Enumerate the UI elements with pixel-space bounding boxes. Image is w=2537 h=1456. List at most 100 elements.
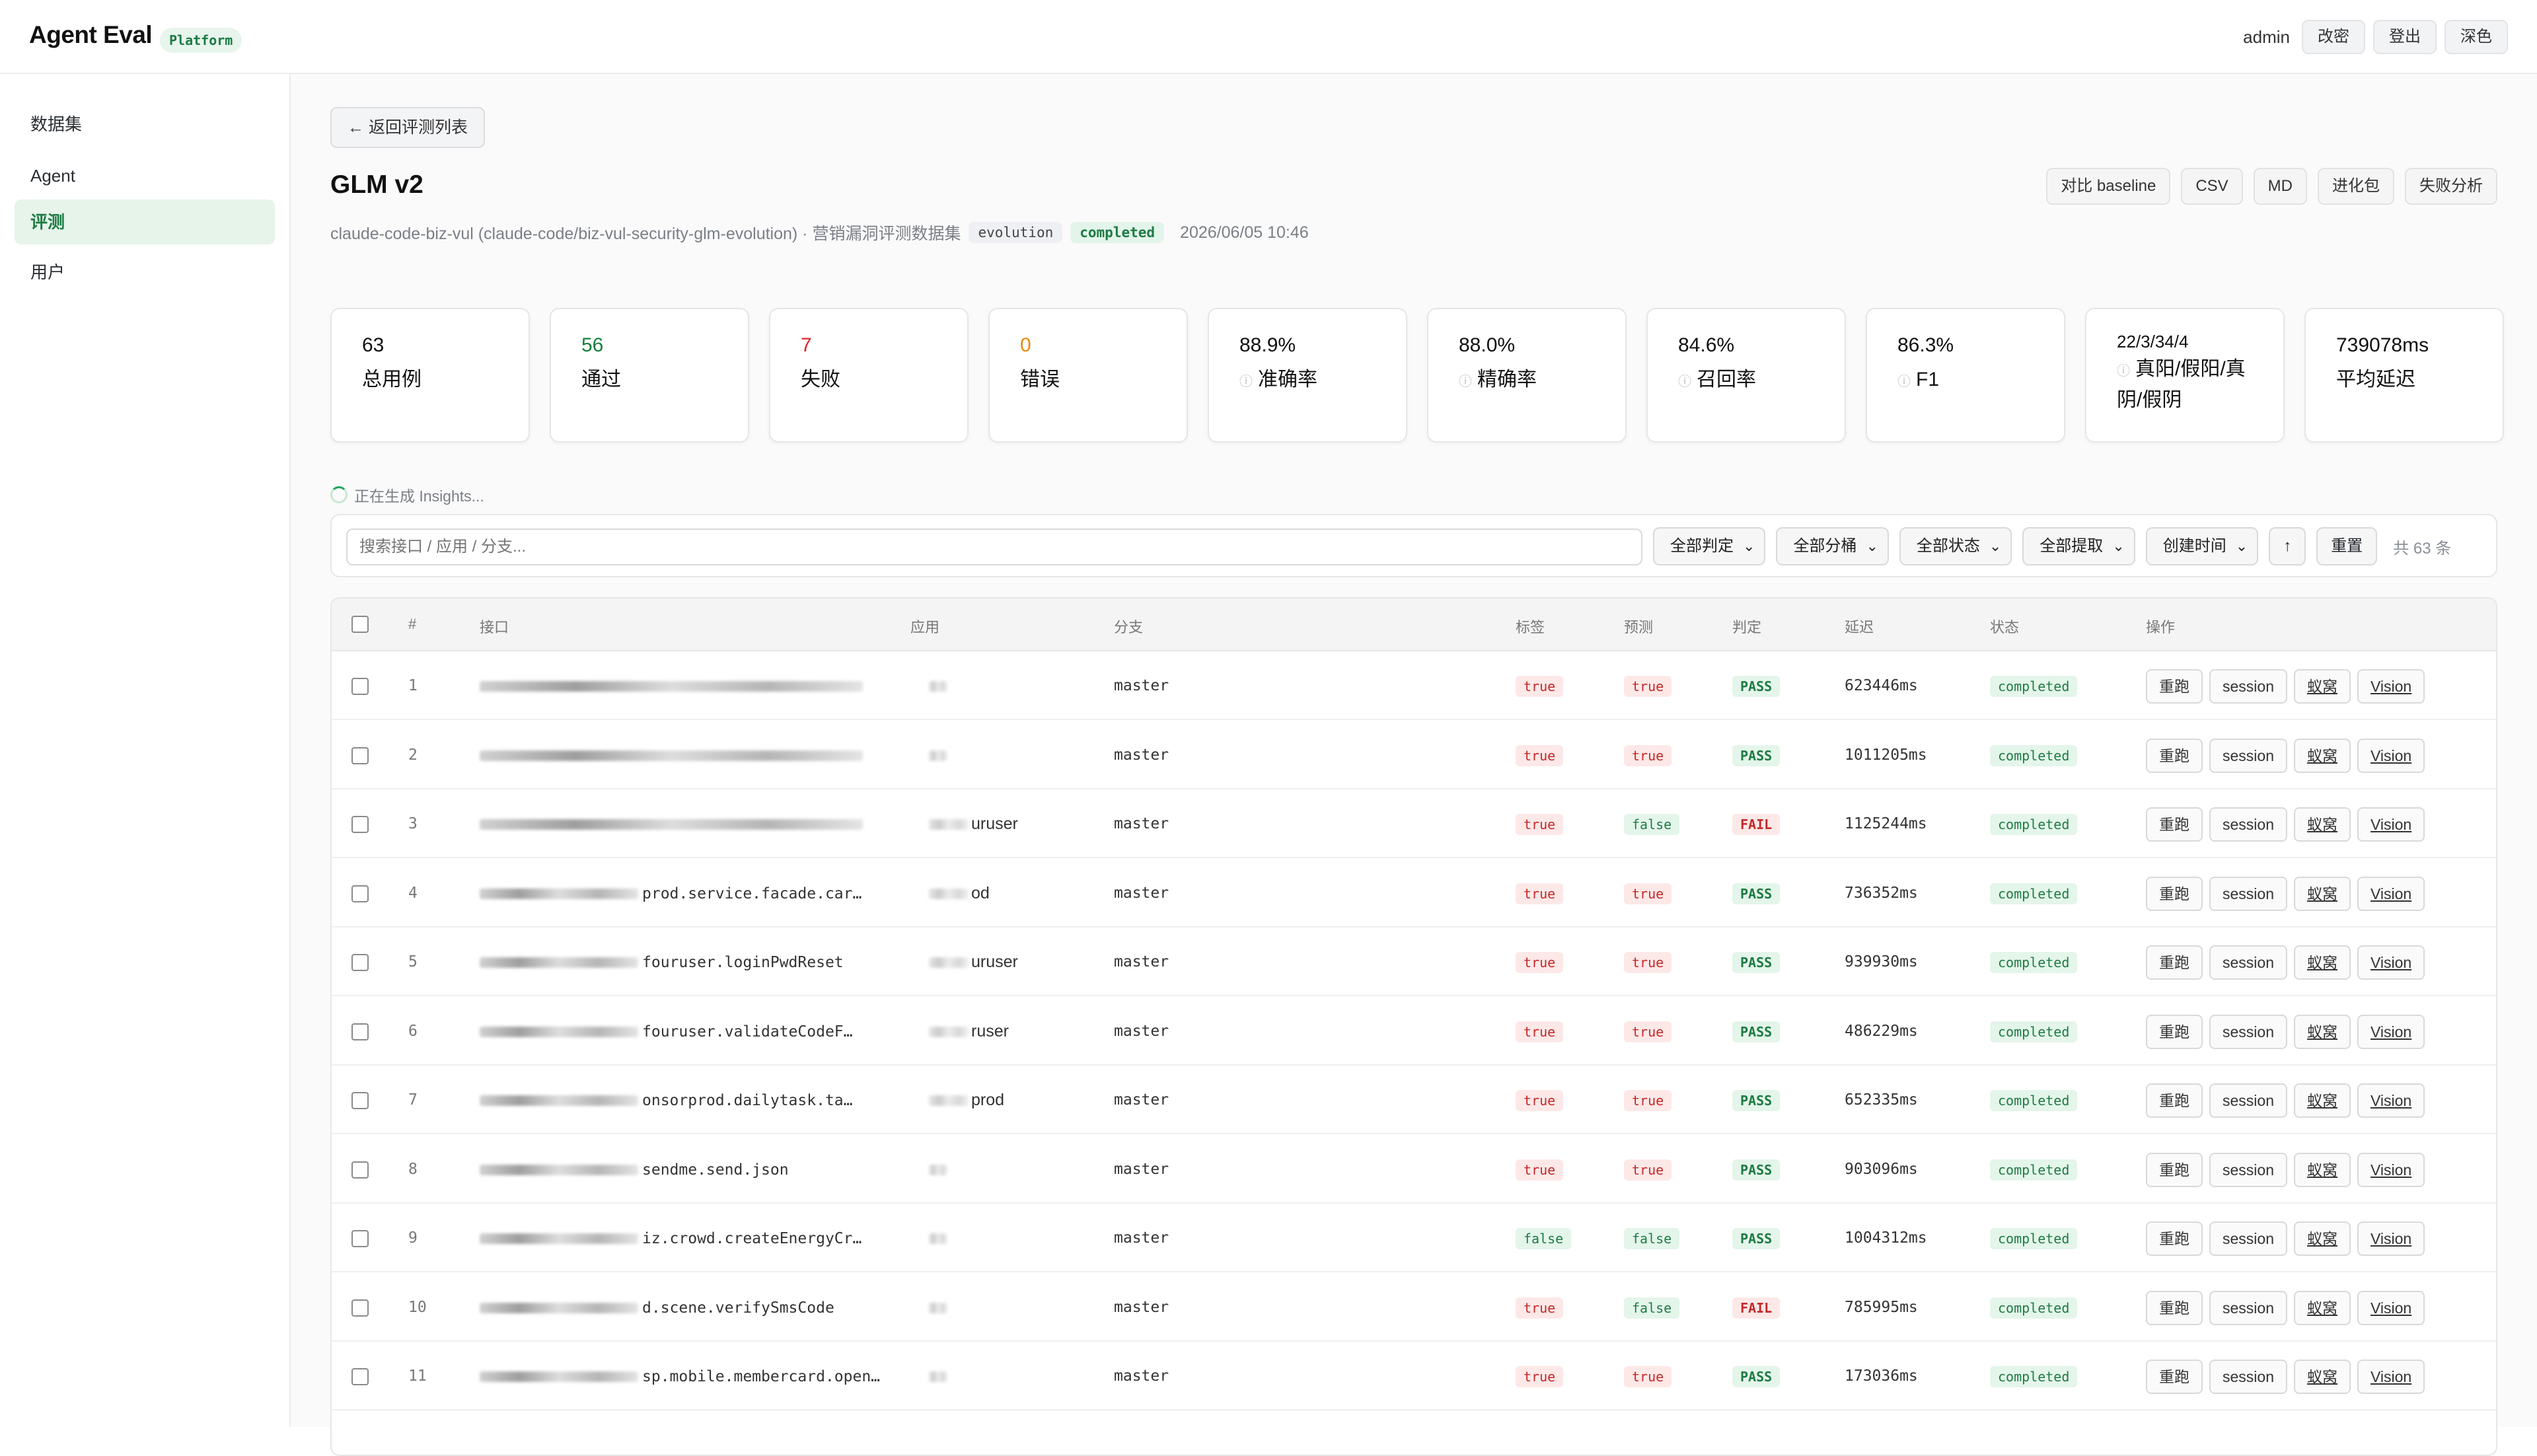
reset-filters-button[interactable]: 重置 xyxy=(2316,527,2378,565)
vision-link[interactable]: Vision xyxy=(2357,1014,2425,1049)
export-md-button[interactable]: MD xyxy=(2253,168,2307,205)
rerun-button[interactable]: 重跑 xyxy=(2146,738,2203,773)
table-row[interactable]: 4 prod.service.facade.car… od master true tru… xyxy=(332,859,2496,928)
sidebar-item-agent[interactable]: Agent xyxy=(30,166,75,186)
vision-link[interactable]: Vision xyxy=(2357,738,2425,773)
verdict-badge: PASS xyxy=(1732,745,1781,766)
sidebar-item-evaluation[interactable]: 评测 xyxy=(15,200,275,244)
table-row[interactable]: 2 master true true PASS 1011205ms completed 重跑 s… xyxy=(332,721,2496,789)
rerun-button[interactable]: 重跑 xyxy=(2146,876,2203,911)
prediction-badge: true xyxy=(1624,1090,1672,1112)
info-icon[interactable]: ⓘ xyxy=(1239,375,1253,389)
status-cell: completed xyxy=(1990,928,2078,996)
bucket-filter-select[interactable]: 全部分桶 ⌄ xyxy=(1776,527,1889,565)
sort-direction-button[interactable]: ↑ xyxy=(2269,527,2306,565)
extract-filter-select[interactable]: 全部提取 ⌄ xyxy=(2022,527,2135,565)
yiwo-link[interactable]: 蚁窝 xyxy=(2293,1152,2351,1187)
table-row[interactable]: 3 uruser master true false FAIL 1125244ms compl… xyxy=(332,789,2496,858)
row-checkbox[interactable] xyxy=(351,1023,369,1040)
vision-link[interactable]: Vision xyxy=(2357,1083,2425,1118)
yiwo-link[interactable]: 蚁窝 xyxy=(2293,807,2351,842)
info-icon[interactable]: ⓘ xyxy=(1897,375,1911,389)
verdict-filter-select[interactable]: 全部判定 ⌄ xyxy=(1653,527,1766,565)
sidebar-item-users[interactable]: 用户 xyxy=(30,262,65,282)
row-checkbox[interactable] xyxy=(351,1092,369,1109)
row-checkbox[interactable] xyxy=(351,816,369,833)
session-button[interactable]: session xyxy=(2209,669,2287,704)
back-to-list-button[interactable]: ← 返回评测列表 xyxy=(330,107,485,148)
app-name: ruser xyxy=(971,1021,1009,1040)
compare-baseline-button[interactable]: 对比 baseline xyxy=(2046,168,2171,205)
vision-link[interactable]: Vision xyxy=(2357,669,2425,704)
session-button[interactable]: session xyxy=(2209,876,2287,911)
select-all-checkbox[interactable] xyxy=(351,616,369,633)
row-checkbox[interactable] xyxy=(351,678,369,695)
vision-link[interactable]: Vision xyxy=(2357,945,2425,980)
session-button[interactable]: session xyxy=(2209,1152,2287,1187)
vision-link[interactable]: Vision xyxy=(2357,876,2425,911)
rerun-button[interactable]: 重跑 xyxy=(2146,1014,2203,1049)
row-checkbox[interactable] xyxy=(351,954,369,971)
status-filter-select[interactable]: 全部状态 ⌄ xyxy=(1899,527,2012,565)
session-button[interactable]: session xyxy=(2209,738,2287,773)
change-password-button[interactable]: 改密 xyxy=(2302,20,2365,54)
rerun-button[interactable]: 重跑 xyxy=(2146,1290,2203,1325)
session-button[interactable]: session xyxy=(2209,1221,2287,1256)
row-checkbox[interactable] xyxy=(351,885,369,902)
table-row[interactable]: 9 iz.crowd.createEnergyCr… master false fals… xyxy=(332,1204,2496,1272)
info-icon[interactable]: ⓘ xyxy=(1459,375,1472,389)
yiwo-link[interactable]: 蚁窝 xyxy=(2293,945,2351,980)
yiwo-link[interactable]: 蚁窝 xyxy=(2293,1014,2351,1049)
yiwo-link[interactable]: 蚁窝 xyxy=(2293,1290,2351,1325)
rerun-button[interactable]: 重跑 xyxy=(2146,1152,2203,1187)
sort-field-select[interactable]: 创建时间 ⌄ xyxy=(2145,527,2259,565)
yiwo-link[interactable]: 蚁窝 xyxy=(2293,1083,2351,1118)
row-checkbox[interactable] xyxy=(351,746,369,764)
rerun-button[interactable]: 重跑 xyxy=(2146,807,2203,842)
yiwo-link[interactable]: 蚁窝 xyxy=(2293,876,2351,911)
rerun-button[interactable]: 重跑 xyxy=(2146,945,2203,980)
vision-link[interactable]: Vision xyxy=(2357,1290,2425,1325)
session-button[interactable]: session xyxy=(2209,807,2287,842)
search-input[interactable] xyxy=(346,528,1642,565)
info-icon[interactable]: ⓘ xyxy=(2117,364,2130,379)
logout-button[interactable]: 登出 xyxy=(2373,20,2437,54)
session-button[interactable]: session xyxy=(2209,1360,2287,1395)
rerun-button[interactable]: 重跑 xyxy=(2146,1083,2203,1118)
app-cell: prod xyxy=(929,1066,1061,1134)
sidebar-item-datasets[interactable]: 数据集 xyxy=(30,114,83,134)
session-button[interactable]: session xyxy=(2209,1083,2287,1118)
row-checkbox[interactable] xyxy=(351,1299,369,1317)
rerun-button[interactable]: 重跑 xyxy=(2146,1221,2203,1256)
table-row[interactable]: 11 sp.mobile.membercard.open… master true tr… xyxy=(332,1342,2496,1410)
export-csv-button[interactable]: CSV xyxy=(2181,168,2243,205)
label-cell: true xyxy=(1516,1273,1564,1342)
vision-link[interactable]: Vision xyxy=(2357,1152,2425,1187)
table-row[interactable]: 6 fouruser.validateCodeF… ruser master true t… xyxy=(332,997,2496,1066)
yiwo-link[interactable]: 蚁窝 xyxy=(2293,1360,2351,1395)
table-row[interactable]: 1 master true true PASS 623446ms completed 重跑 se… xyxy=(332,651,2496,720)
row-checkbox[interactable] xyxy=(351,1368,369,1385)
evolution-pack-button[interactable]: 进化包 xyxy=(2318,168,2394,205)
info-icon[interactable]: ⓘ xyxy=(1678,375,1691,389)
yiwo-link[interactable]: 蚁窝 xyxy=(2293,669,2351,704)
session-button[interactable]: session xyxy=(2209,1014,2287,1049)
table-row[interactable]: 8 sendme.send.json master true true PASS 90309… xyxy=(332,1135,2496,1204)
vision-link[interactable]: Vision xyxy=(2357,1221,2425,1256)
rerun-button[interactable]: 重跑 xyxy=(2146,669,2203,704)
vision-link[interactable]: Vision xyxy=(2357,1360,2425,1395)
session-button[interactable]: session xyxy=(2209,945,2287,980)
failure-analysis-button[interactable]: 失败分析 xyxy=(2405,168,2497,205)
theme-toggle-button[interactable]: 深色 xyxy=(2445,20,2508,54)
vision-link[interactable]: Vision xyxy=(2357,807,2425,842)
table-row[interactable]: 7 onsorprod.dailytask.ta… prod master true tr… xyxy=(332,1066,2496,1134)
yiwo-link[interactable]: 蚁窝 xyxy=(2293,1221,2351,1256)
latency-cell: 652335ms xyxy=(1845,1091,1918,1109)
row-checkbox[interactable] xyxy=(351,1161,369,1179)
session-button[interactable]: session xyxy=(2209,1290,2287,1325)
yiwo-link[interactable]: 蚁窝 xyxy=(2293,738,2351,773)
rerun-button[interactable]: 重跑 xyxy=(2146,1360,2203,1395)
table-row[interactable]: 10 d.scene.verifySmsCode master true false FA… xyxy=(332,1273,2496,1342)
table-row[interactable]: 5 fouruser.loginPwdReset uruser master true t… xyxy=(332,928,2496,996)
row-checkbox[interactable] xyxy=(351,1230,369,1247)
